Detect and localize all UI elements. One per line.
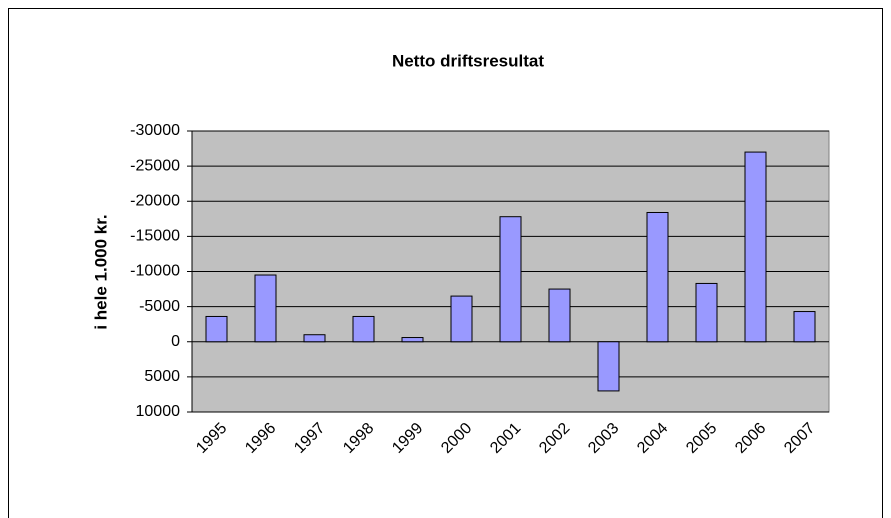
bar — [646, 211, 669, 343]
chart-title: Netto driftsresultat — [392, 51, 544, 70]
y-tick-label: -25000 — [130, 157, 180, 174]
bar — [793, 311, 816, 343]
bar — [597, 341, 620, 392]
bar — [548, 288, 571, 343]
bar — [450, 295, 473, 343]
y-tick-label: -20000 — [130, 192, 180, 209]
y-tick-label: -5000 — [139, 298, 180, 315]
y-tick-label: -30000 — [130, 122, 180, 139]
y-axis-label: i hele 1.000 kr. — [91, 214, 110, 329]
bar — [205, 315, 228, 343]
bar — [303, 334, 326, 343]
bar — [401, 337, 424, 343]
y-tick-label: 0 — [171, 333, 180, 350]
bar — [499, 216, 522, 343]
bar — [254, 274, 277, 343]
bar — [352, 315, 375, 343]
bar — [695, 282, 718, 343]
y-tick-label: 10000 — [136, 403, 181, 420]
y-tick-label: -15000 — [130, 228, 180, 245]
y-tick-label: -10000 — [130, 263, 180, 280]
bar — [744, 151, 767, 343]
y-tick-label: 5000 — [144, 368, 180, 385]
